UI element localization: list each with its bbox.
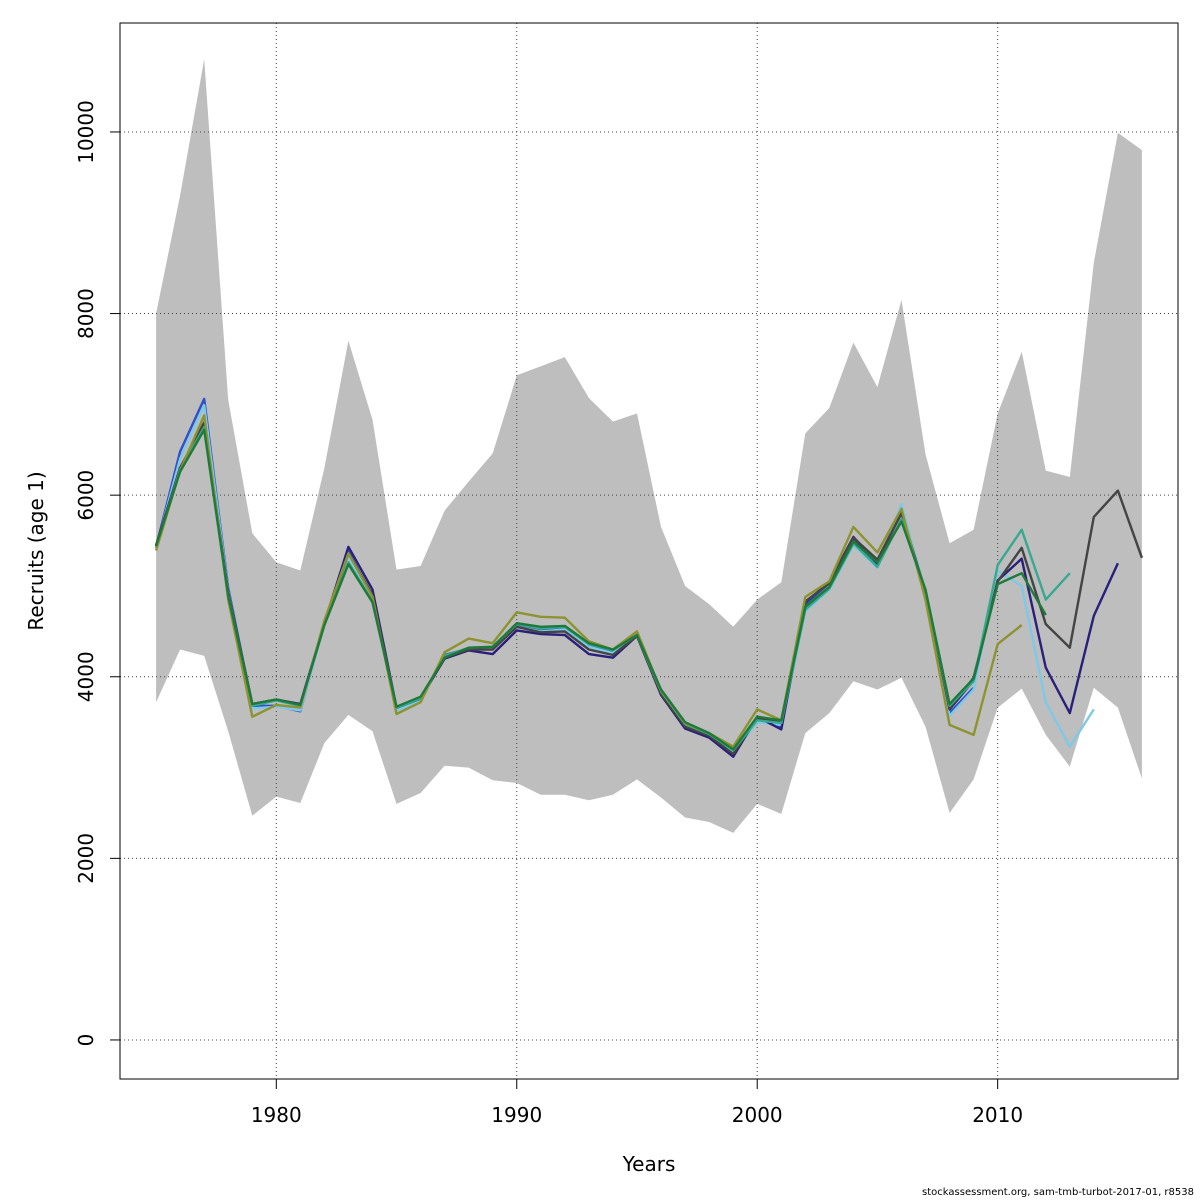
series-lines (154, 397, 1144, 758)
confidence-band (156, 59, 1142, 833)
x-axis-title: Years (622, 1152, 676, 1176)
y-tick-label: 4000 (74, 651, 98, 702)
y-axis: 0 2000 4000 6000 8000 10000 (74, 100, 120, 1046)
series-line-7 (154, 428, 1047, 751)
y-axis-title: Recruits (age 1) (24, 471, 48, 630)
confidence-band-area (156, 59, 1142, 833)
footer-credit: stockassessment.org, sam-tmb-turbot-2017… (922, 1187, 1194, 1198)
grid (120, 23, 1178, 1079)
x-tick-label: 1980 (251, 1103, 302, 1127)
x-tick-label: 1990 (491, 1103, 542, 1127)
x-axis: 1980 1990 2000 2010 (251, 1079, 1023, 1127)
x-tick-label: 2000 (732, 1103, 783, 1127)
y-tick-label: 8000 (74, 288, 98, 339)
x-tick-label: 2010 (972, 1103, 1023, 1127)
y-tick-label: 2000 (74, 833, 98, 884)
y-tick-label: 10000 (74, 100, 98, 164)
plot-frame (119, 22, 1179, 1080)
y-tick-label: 0 (74, 1034, 98, 1047)
series-line-6 (154, 414, 1023, 748)
y-tick-label: 6000 (74, 470, 98, 521)
